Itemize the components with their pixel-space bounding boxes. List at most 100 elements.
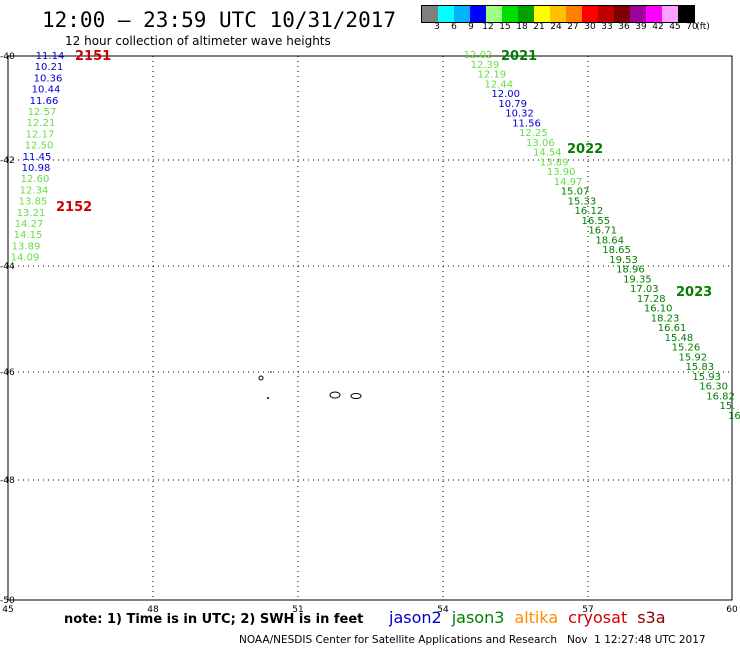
scale-swatch bbox=[518, 6, 534, 22]
wave-height-value: 12.60 bbox=[21, 174, 50, 185]
wave-height-value: 10.44 bbox=[32, 85, 61, 96]
wave-height-value: 12.21 bbox=[27, 118, 56, 129]
wave-height-value: 14.15 bbox=[14, 230, 43, 241]
wave-height-value: 12.57 bbox=[28, 107, 57, 118]
wave-height-value: 15. bbox=[720, 401, 736, 412]
wave-height-value: 10.79 bbox=[498, 99, 527, 110]
scale-swatch bbox=[598, 6, 614, 22]
pass-number-label: 2151 bbox=[75, 49, 111, 64]
wave-height-value: 14.27 bbox=[15, 219, 44, 230]
scale-swatch bbox=[662, 6, 678, 22]
wave-height-value: 10.36 bbox=[34, 73, 63, 84]
scale-swatch bbox=[454, 6, 470, 22]
pass-number-label: 2021 bbox=[501, 49, 537, 64]
scale-label: 27 bbox=[567, 22, 579, 32]
scale-label: 3 bbox=[434, 22, 440, 32]
island-dot bbox=[270, 371, 272, 373]
island-dot bbox=[267, 397, 269, 399]
wave-height-value: 16.10 bbox=[644, 304, 673, 315]
scale-label: 21 bbox=[533, 22, 545, 32]
legend-jason2: jason2 bbox=[389, 608, 442, 627]
wave-height-value: 11.66 bbox=[30, 96, 59, 107]
scale-swatch bbox=[502, 6, 518, 22]
wave-height-value: 10.98 bbox=[22, 163, 51, 174]
latitude-tick-label: -40 bbox=[0, 52, 15, 62]
scale-label: 33 bbox=[601, 22, 613, 32]
wave-height-value: 18.65 bbox=[602, 245, 631, 256]
scale-swatch bbox=[566, 6, 582, 22]
wave-height-value: 12.50 bbox=[25, 141, 54, 152]
wave-height-value: 16.12 bbox=[575, 206, 604, 217]
wave-height-value: 13.21 bbox=[17, 208, 46, 219]
scale-swatch bbox=[550, 6, 566, 22]
wave-height-value: 17.28 bbox=[637, 294, 666, 305]
wave-height-value: 14.54 bbox=[533, 148, 562, 159]
wave-height-value: 19.53 bbox=[609, 255, 638, 266]
wave-height-value: 15.26 bbox=[672, 343, 701, 354]
pass-number-label: 2023 bbox=[676, 285, 712, 300]
color-scale-bar bbox=[421, 5, 695, 23]
wave-height-value: 12.19 bbox=[478, 70, 507, 81]
island-outline bbox=[329, 391, 341, 399]
wave-height-value: 16.30 bbox=[699, 382, 728, 393]
scale-swatch bbox=[614, 6, 630, 22]
island-outline bbox=[350, 393, 362, 399]
scale-swatch bbox=[582, 6, 598, 22]
latitude-tick-label: -50 bbox=[0, 596, 15, 606]
wave-height-value: 13.90 bbox=[547, 167, 576, 178]
wave-height-value: 12.00 bbox=[491, 89, 520, 100]
page-subtitle: 12 hour collection of altimeter wave hei… bbox=[65, 34, 331, 48]
scale-label: 24 bbox=[550, 22, 562, 32]
longitude-tick-label: 54 bbox=[437, 605, 449, 615]
longitude-tick-label: 60 bbox=[726, 605, 738, 615]
map-frame bbox=[7, 55, 733, 601]
wave-height-value: 14.09 bbox=[11, 253, 40, 264]
scale-swatch bbox=[422, 6, 438, 22]
wave-height-value: 17.03 bbox=[630, 284, 659, 295]
page-title: 12:00 – 23:59 UTC 10/31/2017 bbox=[42, 8, 397, 32]
wave-height-value: 15.83 bbox=[685, 362, 714, 373]
scale-swatch bbox=[534, 6, 550, 22]
wave-height-value: 12.02 bbox=[464, 50, 493, 61]
legend-cryosat: cryosat bbox=[568, 608, 628, 627]
credit-line: NOAA/NESDIS Center for Satellite Applica… bbox=[239, 634, 706, 646]
wave-height-value: 11.14 bbox=[36, 51, 65, 62]
scale-label: 12 bbox=[482, 22, 494, 32]
scale-swatch bbox=[438, 6, 454, 22]
wave-height-value: 10.21 bbox=[35, 62, 64, 73]
latitude-tick-label: -44 bbox=[0, 262, 15, 272]
wave-height-value: 16.71 bbox=[588, 226, 617, 237]
wave-height-value: 15.48 bbox=[665, 333, 694, 344]
wave-height-value: 15.07 bbox=[561, 187, 590, 198]
scale-label: 42 bbox=[652, 22, 664, 32]
wave-height-value: 13.06 bbox=[526, 138, 555, 149]
scale-label: 9 bbox=[468, 22, 474, 32]
latitude-tick-label: -46 bbox=[0, 368, 15, 378]
wave-height-value: 18.23 bbox=[651, 313, 680, 324]
pass-number-label: 2152 bbox=[56, 200, 92, 215]
wave-height-value: 11.56 bbox=[512, 118, 541, 129]
longitude-tick-label: 57 bbox=[582, 605, 593, 615]
scale-label: (ft) bbox=[696, 22, 710, 32]
pass-number-label: 2022 bbox=[567, 142, 603, 157]
wave-height-value: 13.85 bbox=[19, 197, 48, 208]
wave-height-value: 16.55 bbox=[581, 216, 610, 227]
scale-label: 45 bbox=[669, 22, 681, 32]
scale-label: 18 bbox=[516, 22, 528, 32]
wave-height-value: 14.97 bbox=[554, 177, 583, 188]
wave-height-value: 12.25 bbox=[519, 128, 548, 139]
longitude-tick-label: 48 bbox=[147, 605, 159, 615]
legend-altika: altika bbox=[514, 608, 559, 627]
wave-height-value: 12.44 bbox=[484, 79, 513, 90]
wave-height-value: 11.45 bbox=[23, 152, 52, 163]
scale-label: 36 bbox=[618, 22, 630, 32]
wave-height-value: 19.35 bbox=[623, 274, 652, 285]
wave-height-value: 16 bbox=[728, 411, 740, 422]
wave-height-value: 12.34 bbox=[20, 185, 49, 196]
scale-swatch bbox=[630, 6, 646, 22]
scale-swatch bbox=[678, 6, 694, 22]
scale-label: 15 bbox=[499, 22, 511, 32]
wave-height-value: 12.39 bbox=[471, 60, 500, 71]
wave-height-value: 13.89 bbox=[12, 241, 41, 252]
wave-height-value: 18.96 bbox=[616, 265, 645, 276]
